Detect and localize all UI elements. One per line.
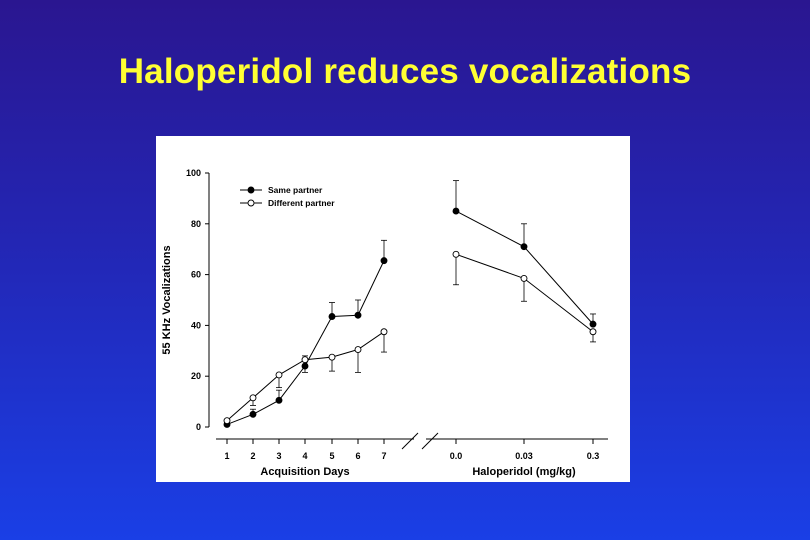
x-tick-label: 0.0 [450, 451, 463, 461]
y-tick-label: 0 [196, 422, 201, 432]
different-partner-point [249, 394, 257, 402]
legend-marker [247, 186, 255, 194]
different-partner-point [520, 274, 528, 282]
legend-label-different-partner: Different partner [268, 198, 335, 208]
same-partner-point [452, 207, 460, 215]
different-partner-point [380, 328, 388, 336]
y-tick-label: 100 [186, 168, 201, 178]
axis-break-mark [401, 432, 419, 450]
x-tick-label: 5 [329, 451, 334, 461]
y-axis-label: 55 KHz Vocalizations [161, 245, 173, 354]
slide-title: Haloperidol reduces vocalizations [118, 52, 692, 91]
same-partner-line [455, 210, 594, 325]
different-partner-point [589, 328, 597, 336]
different-partner-point [354, 346, 362, 353]
same-partner-point [249, 410, 257, 418]
same-partner-point [520, 243, 528, 251]
different-partner-point [301, 356, 309, 364]
y-tick-label: 20 [191, 371, 201, 381]
chart-panel: 0 20 40 60 80 100 55 KHz Vocalizations 1 2 3 4 5 6 7 A… [156, 136, 630, 482]
line-chart: 0 20 40 60 80 100 55 KHz Vocalizations 1 2 3 4 5 6 7 A… [161, 168, 608, 478]
same-partner-point [380, 257, 388, 265]
x-tick-label: 3 [276, 451, 281, 461]
different-partner-point [452, 250, 460, 258]
x-axis-label-dose: Haloperidol (mg/kg) [472, 466, 576, 478]
different-partner-line [226, 331, 385, 422]
y-tick-label: 60 [191, 270, 201, 280]
same-partner-point [275, 396, 283, 404]
different-partner-point [275, 371, 283, 379]
y-tick-label: 40 [191, 320, 201, 330]
x-axis-label-days: Acquisition Days [260, 466, 349, 478]
different-partner-point [328, 353, 336, 361]
x-tick-label: 4 [302, 451, 307, 461]
y-tick-label: 80 [191, 219, 201, 229]
x-tick-label: 0.03 [515, 451, 533, 461]
same-partner-point [328, 313, 336, 320]
legend-label-same-partner: Same partner [268, 185, 323, 195]
x-tick-label: 0.3 [587, 451, 600, 461]
legend-marker [247, 199, 255, 207]
different-partner-point [223, 417, 231, 425]
x-tick-label: 6 [355, 451, 360, 461]
x-tick-label: 2 [250, 451, 255, 461]
different-partner-line [455, 253, 594, 333]
same-partner-point [589, 320, 597, 328]
axis-break-mark [421, 432, 439, 450]
x-tick-label: 1 [224, 451, 229, 461]
x-tick-label: 7 [381, 451, 386, 461]
same-partner-point [354, 311, 362, 319]
